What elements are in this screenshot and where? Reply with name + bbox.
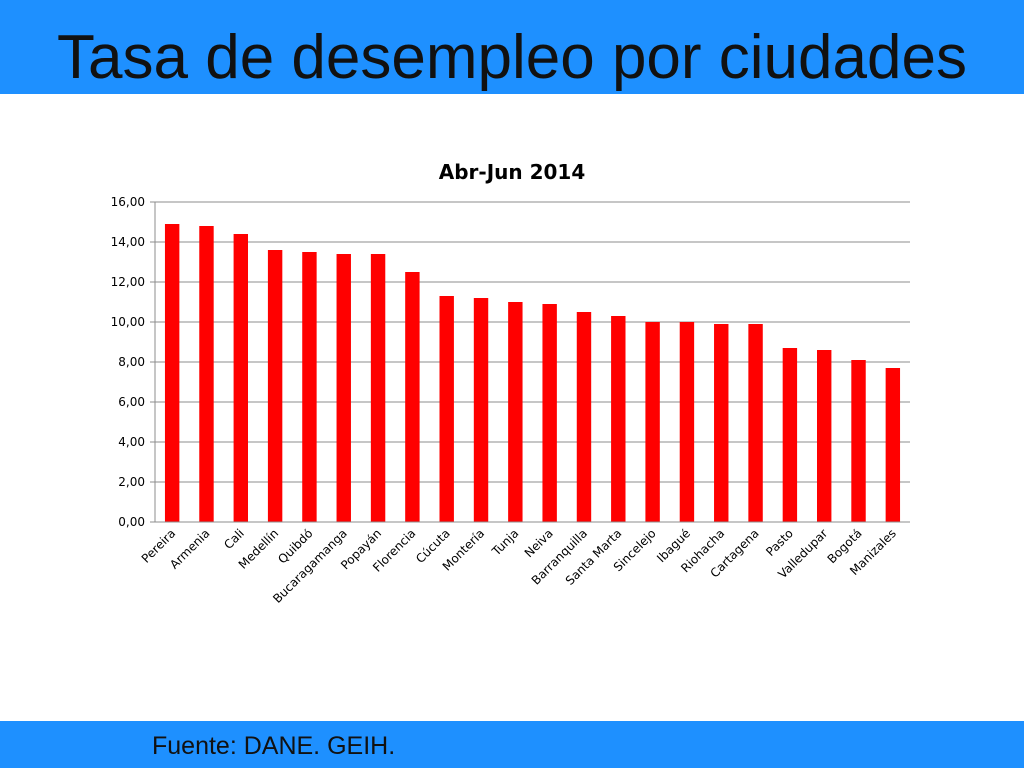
bar (439, 296, 454, 522)
bar (370, 254, 386, 522)
y-axis-ticks: 0,00 2,00 4,00 6,00 8,00 10,00 12,00 14,00 16,00 (111, 195, 155, 529)
bar (302, 252, 317, 522)
bar (782, 348, 798, 522)
bar (885, 368, 901, 522)
y-tick-label: 0,00 (118, 515, 145, 529)
bars (164, 224, 901, 522)
bar (816, 350, 832, 522)
bar (542, 304, 557, 522)
bar (679, 322, 695, 522)
x-tick-label: Pasto (763, 526, 796, 559)
bar (164, 224, 180, 522)
bar (405, 272, 420, 522)
y-tick-label: 2,00 (118, 475, 145, 489)
bar (508, 302, 523, 522)
footer-bar (0, 721, 1024, 768)
bar (611, 316, 626, 522)
x-tick-label: Cali (221, 526, 247, 552)
source-note: Fuente: DANE. GEIH. (152, 732, 396, 760)
bar (645, 322, 660, 522)
slide-title: Tasa de desempleo por ciudades (57, 23, 967, 92)
bar (851, 360, 866, 522)
bar (267, 250, 283, 522)
bar (233, 234, 249, 522)
y-tick-label: 16,00 (111, 195, 145, 209)
bar (473, 298, 489, 522)
y-tick-label: 14,00 (111, 235, 145, 249)
bar (199, 226, 214, 522)
bar (748, 324, 763, 522)
bar (336, 254, 351, 522)
chart-title: Abr-Jun 2014 (439, 160, 586, 184)
y-tick-label: 8,00 (118, 355, 145, 369)
y-tick-label: 4,00 (118, 435, 145, 449)
x-tick-label: Tunja (489, 526, 522, 559)
bar (576, 312, 592, 522)
bar (714, 324, 729, 522)
y-tick-label: 6,00 (118, 395, 145, 409)
y-tick-label: 10,00 (111, 315, 145, 329)
title-bar (0, 0, 1024, 94)
y-tick-label: 12,00 (111, 275, 145, 289)
